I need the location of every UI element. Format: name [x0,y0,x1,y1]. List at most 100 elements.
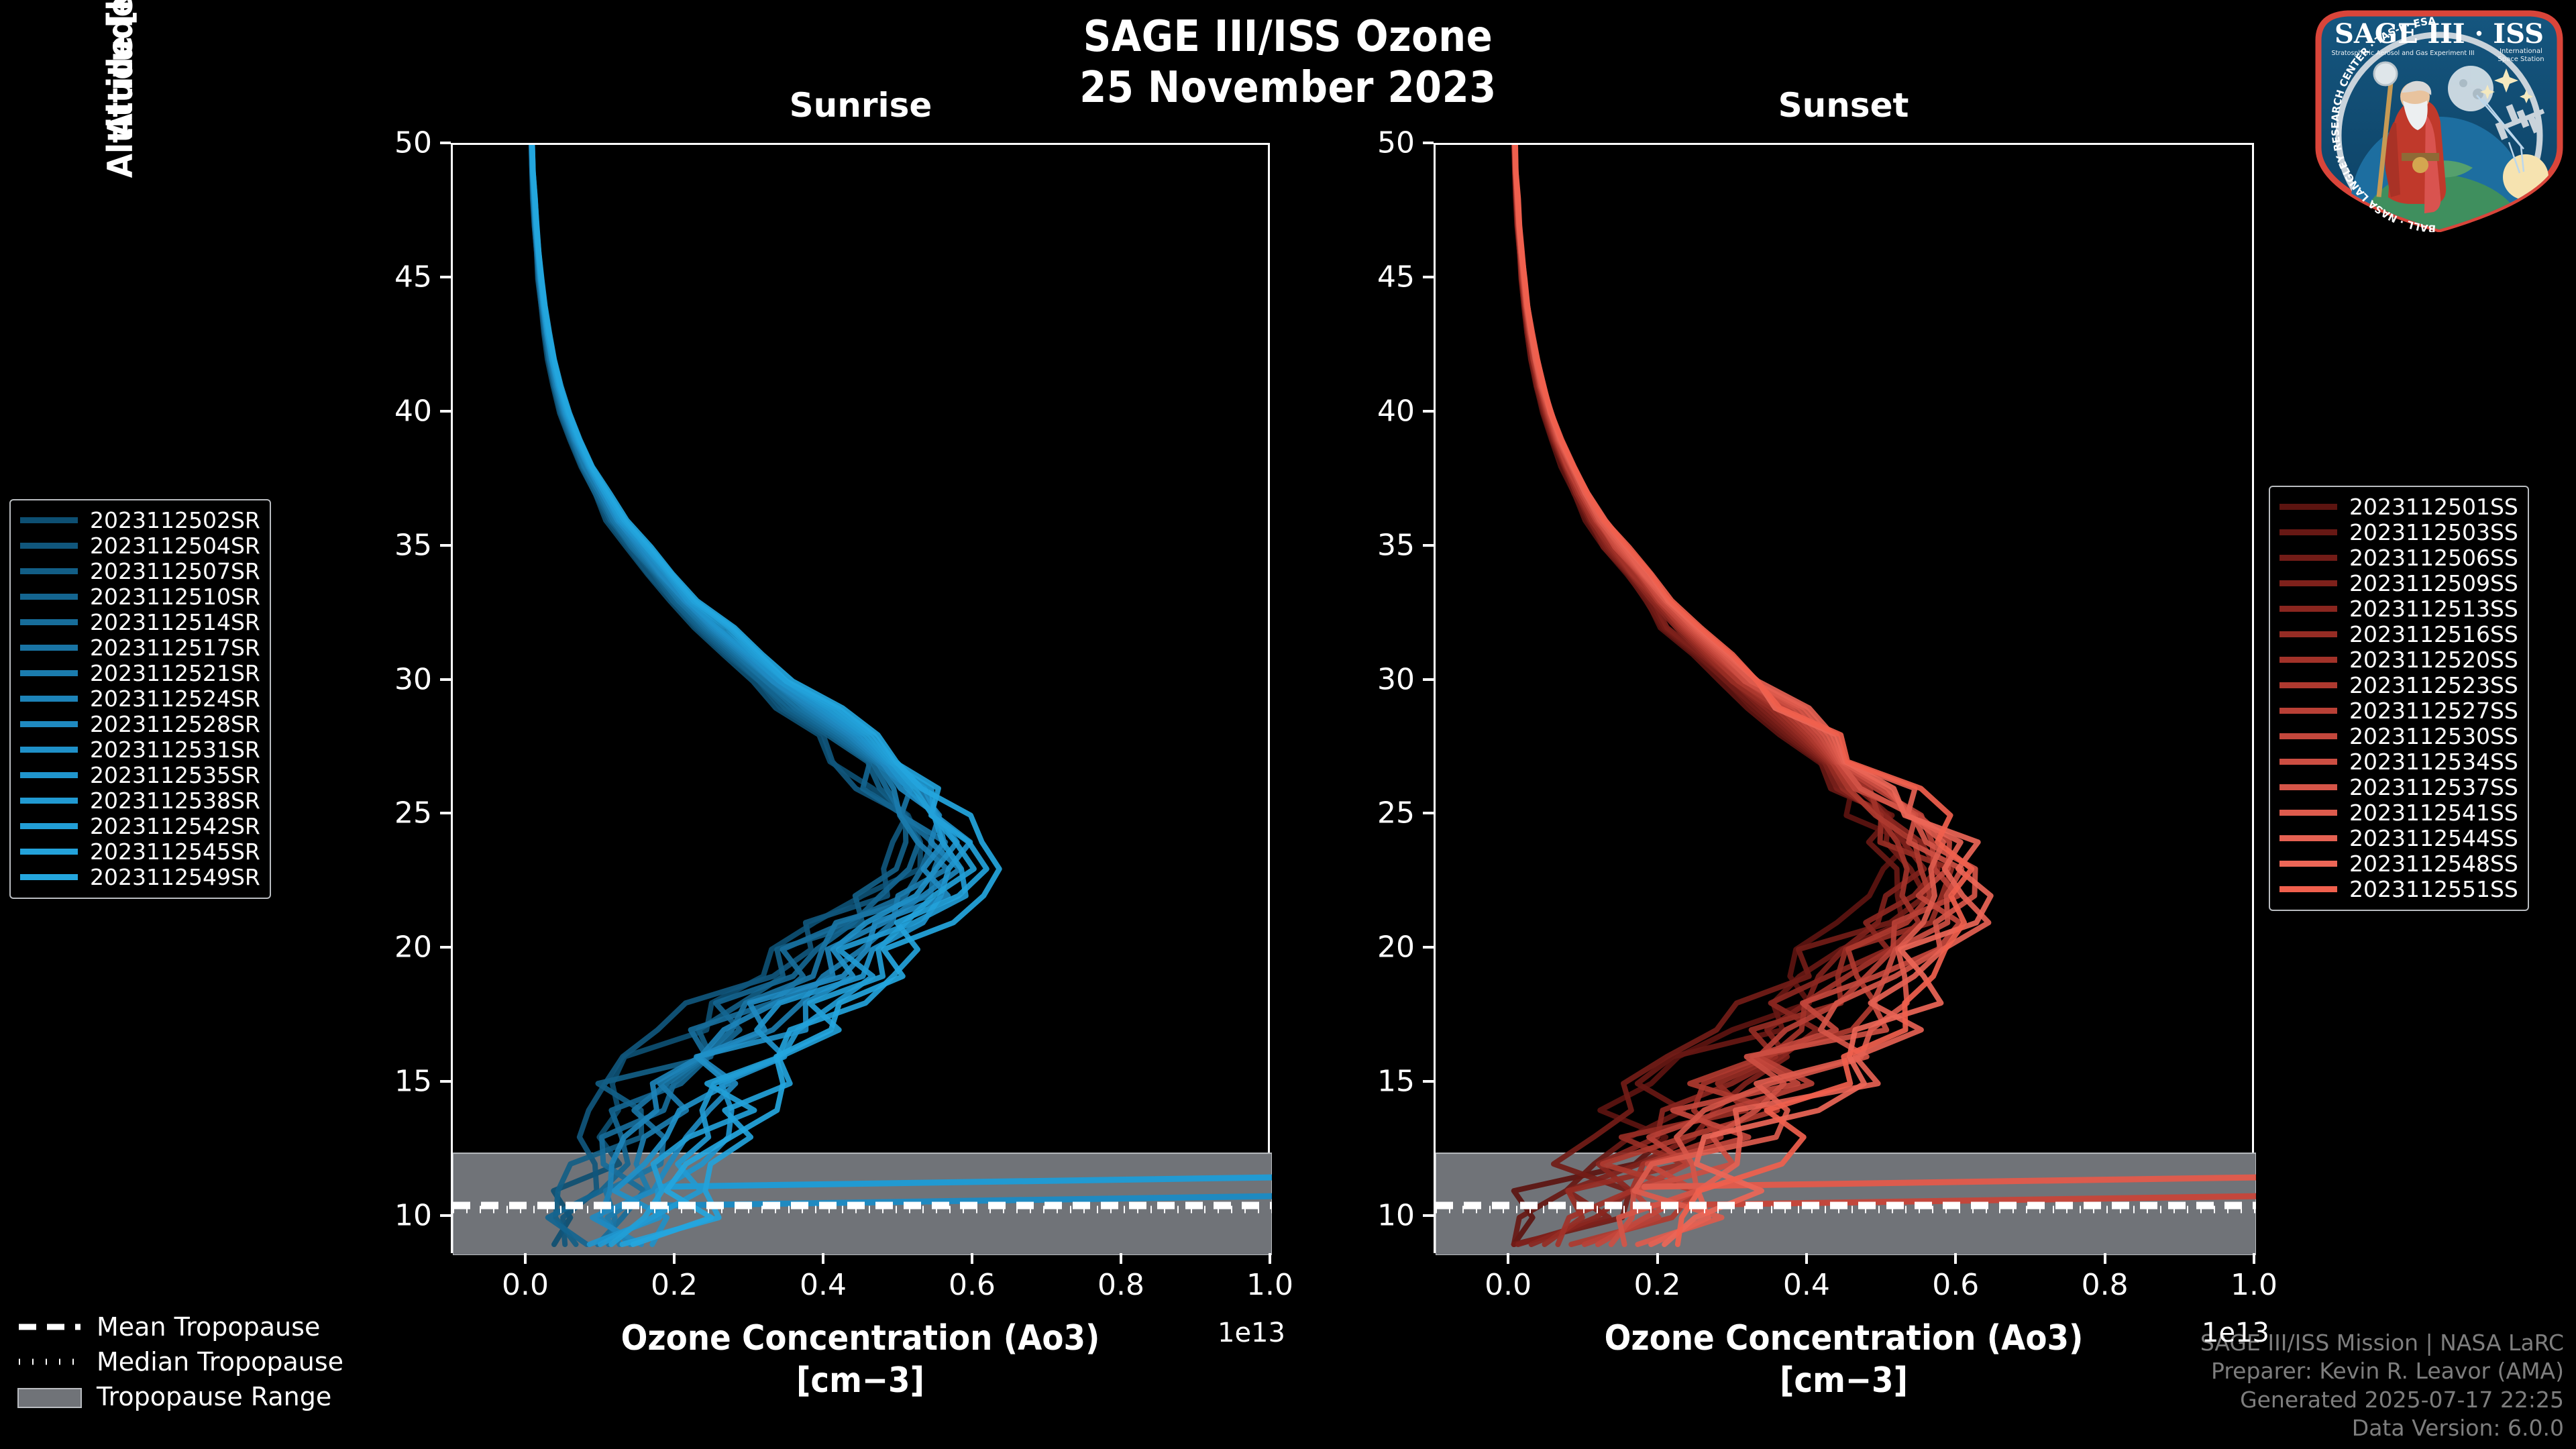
legend-color-swatch [2279,580,2337,586]
svg-text:Space Station: Space Station [2498,56,2544,63]
dashed-line-icon [17,1318,82,1336]
ozone-profile-line [1513,145,1975,1247]
legend-item[interactable]: 2023112507SR [20,558,260,584]
y-axis-tick-mark [1423,1080,1434,1083]
legend-item[interactable]: 2023112524SR [20,686,260,712]
legend-event-label: 2023112503SS [2349,519,2518,545]
x-axis-exponent-label: 1e13 [2202,1318,2269,1348]
y-axis-label: Altitude [km] [101,0,141,178]
x-axis-tick-label: 0.8 [2081,1268,2129,1302]
legend-item[interactable]: 2023112534SS [2279,749,2518,775]
legend-color-swatch [20,720,78,727]
ozone-profile-line [529,145,951,1247]
legend-item[interactable]: 2023112544SS [2279,825,2518,851]
legend-item[interactable]: 2023112504SR [20,533,260,559]
legend-event-label: 2023112530SS [2349,722,2518,749]
y-axis-tick-label: 30 [1377,662,1415,697]
ozone-profile-line [529,145,989,1247]
legend-item[interactable]: 2023112514SR [20,609,260,635]
y-axis-tick-label: 40 [1377,394,1415,429]
legend-item[interactable]: 2023112517SR [20,634,260,661]
gray-band-swatch-icon [17,1388,82,1408]
y-axis-tick-label: 25 [1377,796,1415,830]
legend-color-swatch [2279,860,2337,867]
legend-item[interactable]: 2023112545SR [20,839,260,865]
y-axis-tick-label: 20 [394,930,432,965]
ozone-profile-line [529,145,973,1247]
svg-text:Stratospheric Aerosol and Gas: Stratospheric Aerosol and Gas Experiment… [2331,50,2474,57]
legend-event-label: 2023112517SR [90,634,260,661]
legend-item[interactable]: 2023112538SR [20,788,260,814]
legend-event-label: 2023112507SR [90,557,260,584]
legend-item[interactable]: 2023112551SS [2279,876,2518,902]
legend-item[interactable]: 2023112528SR [20,711,260,737]
page-title: SAGE III/ISS Ozone 25 November 2023 [1079,12,1497,113]
legend-item[interactable]: 2023112530SS [2279,723,2518,749]
x-axis-tick-mark [1656,1253,1659,1264]
y-axis-tick-mark [1423,543,1434,547]
legend-event-label: 2023112510SR [90,583,260,610]
legend-event-label: 2023112516SS [2349,621,2518,647]
legend-item[interactable]: 2023112510SR [20,583,260,610]
legend-item[interactable]: 2023112520SS [2279,647,2518,673]
legend-item[interactable]: 2023112531SR [20,737,260,763]
legend-item[interactable]: 2023112506SS [2279,545,2518,571]
svg-text:International: International [2500,48,2542,55]
x-axis-tick-mark [1805,1253,1808,1264]
legend-event-label: 2023112514SR [90,608,260,635]
legend-color-swatch [20,568,78,574]
legend-event-label: 2023112501SS [2349,493,2518,520]
x-axis-exponent-label: 1e13 [1218,1318,1285,1348]
legend-label-mean-tropopause: Mean Tropopause [97,1312,321,1342]
legend-label-tropopause-range: Tropopause Range [97,1382,332,1411]
profile-plot-area [1436,145,2256,1255]
credits-block: SAGE III/ISS Mission | NASA LaRC Prepare… [2200,1330,2564,1441]
legend-item[interactable]: 2023112516SS [2279,621,2518,647]
y-axis-tick-mark [1423,812,1434,815]
panel-subtitle-sunset: Sunset [1778,86,1909,125]
x-axis-tick-label: 0.4 [800,1268,847,1302]
legend-item[interactable]: 2023112527SS [2279,698,2518,724]
legend-event-label: 2023112551SS [2349,875,2518,902]
ozone-profile-line [529,145,977,1247]
legend-item[interactable]: 2023112503SS [2279,519,2518,545]
legend-color-swatch [20,644,78,651]
legend-item[interactable]: 2023112537SS [2279,774,2518,800]
legend-item-tropopause-range: Tropopause Range [17,1379,343,1414]
x-axis-tick-mark [1954,1253,1957,1264]
legend-item[interactable]: 2023112549SR [20,864,260,890]
y-axis-tick-label: 35 [1377,528,1415,563]
legend-item[interactable]: 2023112509SS [2279,570,2518,596]
legend-item[interactable]: 2023112523SS [2279,672,2518,698]
legend-item[interactable]: 2023112502SR [20,507,260,533]
y-axis-tick-mark [1423,946,1434,949]
y-axis-tick-mark [440,409,451,413]
sage-iii-iss-mission-patch-logo: SAGE III · ISS Stratospheric Aerosol and… [2308,4,2571,235]
legend-item[interactable]: 2023112542SR [20,813,260,839]
y-axis-tick-label: 10 [394,1198,432,1233]
y-axis-tick-label: 30 [394,662,432,697]
legend-item[interactable]: 2023112548SS [2279,850,2518,877]
legend-color-swatch [2279,784,2337,790]
x-axis-tick-mark [673,1253,676,1264]
legend-item[interactable]: 2023112521SR [20,660,260,686]
legend-event-label: 2023112521SR [90,659,260,686]
legend-item[interactable]: 2023112541SS [2279,800,2518,826]
legend-item[interactable]: 2023112535SR [20,762,260,788]
legend-event-label: 2023112509SS [2349,570,2518,596]
legend-item-median-tropopause: Median Tropopause [17,1344,343,1379]
ozone-profile-line [1511,145,1922,1247]
legend-sunrise-events[interactable]: 2023112502SR 2023112504SR 2023112507SR 2023… [9,499,271,899]
y-axis-tick-label: 15 [1377,1064,1415,1099]
legend-event-label: 2023112548SS [2349,850,2518,877]
legend-color-swatch [20,619,78,625]
y-axis-tick-label: 40 [394,394,432,429]
legend-item[interactable]: 2023112513SS [2279,596,2518,622]
x-axis-tick-label: 0.2 [651,1268,698,1302]
y-axis-tick-label: 15 [394,1064,432,1099]
legend-item[interactable]: 2023112501SS [2279,493,2518,520]
legend-sunset-events[interactable]: 2023112501SS 2023112503SS 2023112506SS 2023… [2269,486,2529,911]
x-axis-tick-label: 0.6 [1932,1268,1980,1302]
legend-color-swatch [20,848,78,855]
legend-item-mean-tropopause: Mean Tropopause [17,1309,343,1344]
